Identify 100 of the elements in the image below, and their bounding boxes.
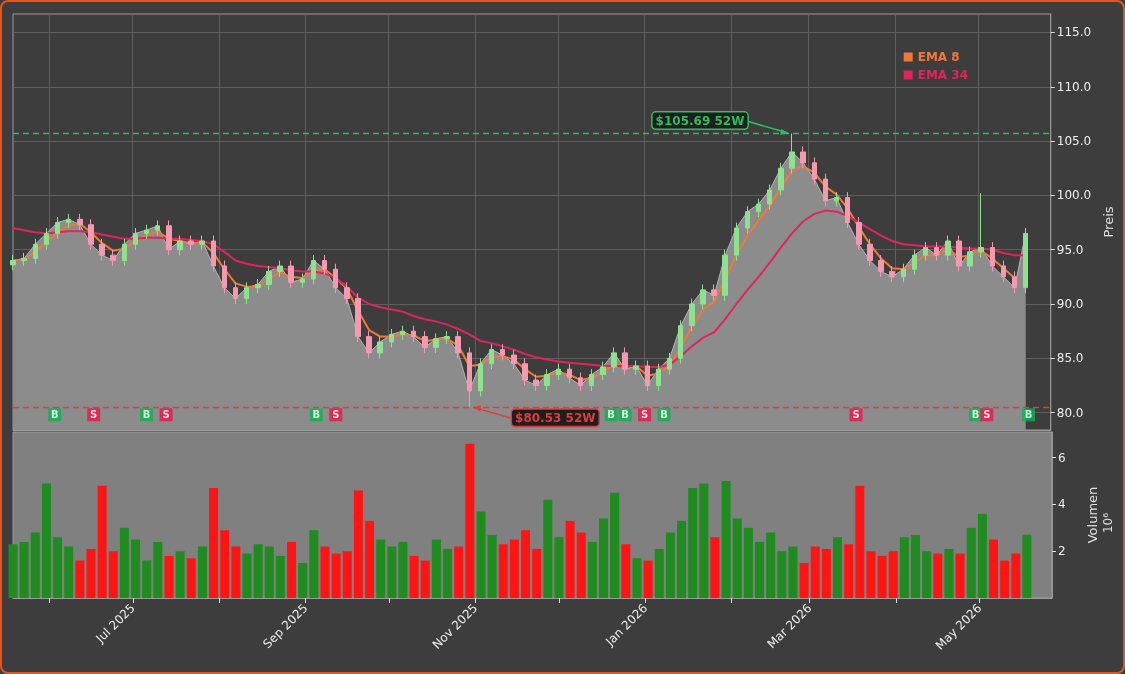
candlestick (389, 328, 394, 348)
candlestick (711, 283, 717, 302)
candlestick (722, 249, 728, 302)
bar (922, 551, 932, 598)
data-label: S (983, 409, 991, 421)
bar (309, 530, 319, 598)
candlestick (522, 357, 528, 386)
bar (911, 534, 921, 598)
bar (197, 546, 207, 598)
candlestick (667, 352, 672, 376)
bar (175, 551, 185, 598)
candlestick (878, 254, 884, 278)
data-label: B (621, 409, 629, 421)
candlestick (978, 192, 984, 258)
bar (899, 537, 909, 598)
data-label: B (607, 409, 615, 421)
bar (844, 544, 854, 598)
y-tick-label: 90.0 (1056, 297, 1084, 312)
data-label: S (852, 409, 860, 421)
candlestick (678, 319, 683, 365)
bar (220, 530, 230, 598)
y-tick-label: 110.0 (1056, 79, 1092, 94)
candlestick (333, 263, 338, 294)
bar (331, 553, 341, 598)
candlestick (255, 278, 261, 294)
bar (253, 544, 263, 598)
bar (654, 548, 664, 598)
bar (64, 546, 74, 598)
bar (599, 518, 609, 598)
candlestick (945, 235, 951, 262)
candlestick (867, 238, 873, 267)
bar (955, 553, 965, 598)
bar (1000, 560, 1010, 598)
bar (108, 551, 118, 598)
candlestick (1001, 260, 1006, 283)
candlestick (10, 254, 16, 271)
y-tick-label: 4 (1058, 497, 1066, 512)
candlestick (355, 292, 361, 343)
bar (888, 551, 898, 598)
bar (665, 532, 675, 598)
candlestick (511, 349, 517, 370)
bar (977, 513, 987, 598)
candlestick (1012, 270, 1017, 294)
bar (944, 548, 954, 598)
bar (788, 546, 798, 598)
y-tick-label: 95.0 (1056, 242, 1084, 257)
candlestick (990, 241, 995, 272)
bar (97, 485, 107, 598)
candlestick (366, 330, 372, 359)
y-tick-label: 80.0 (1056, 405, 1084, 420)
y-tick-label: 115.0 (1056, 25, 1092, 40)
bar (298, 562, 308, 598)
bar (1022, 534, 1032, 598)
candlestick (689, 298, 695, 332)
text: 10⁶ (1101, 512, 1115, 534)
data-label: S (640, 409, 649, 421)
data-label: B (971, 409, 980, 421)
candlestick (311, 254, 316, 285)
bar (498, 544, 508, 598)
bar (877, 555, 887, 598)
bar (131, 539, 141, 598)
y-tick-label: 100.0 (1056, 188, 1092, 203)
bar (376, 539, 386, 598)
bar (164, 555, 174, 598)
bar (242, 553, 252, 598)
candlestick (244, 281, 249, 305)
bar (287, 541, 297, 598)
bar (532, 548, 542, 598)
candlestick (967, 245, 973, 272)
bar (989, 539, 998, 598)
data-label: S (162, 409, 170, 421)
bar (398, 541, 408, 598)
bar (487, 534, 497, 598)
candlestick (912, 249, 917, 276)
bar (275, 555, 285, 598)
bar (810, 546, 820, 598)
candlestick (734, 222, 739, 262)
bar (610, 492, 620, 598)
candlestick (110, 249, 116, 267)
data-label: S (90, 409, 98, 421)
candlestick (467, 346, 472, 408)
candlestick (33, 238, 38, 265)
candlestick (166, 219, 172, 256)
candlestick (889, 265, 895, 283)
candlestick (611, 346, 617, 373)
bar (443, 548, 453, 598)
candlestick (300, 273, 305, 289)
candlestick (934, 241, 939, 262)
bar (476, 511, 486, 598)
candlestick (400, 325, 405, 341)
candlestick (633, 359, 639, 376)
candlestick (211, 235, 216, 272)
candlestick (544, 368, 550, 392)
bar (866, 551, 876, 598)
bar (53, 537, 63, 598)
bar (365, 520, 375, 598)
y-tick-label: 2 (1058, 544, 1066, 559)
candlestick (88, 218, 94, 251)
y-tick-label: 105.0 (1056, 134, 1092, 149)
candlestick (288, 260, 294, 289)
